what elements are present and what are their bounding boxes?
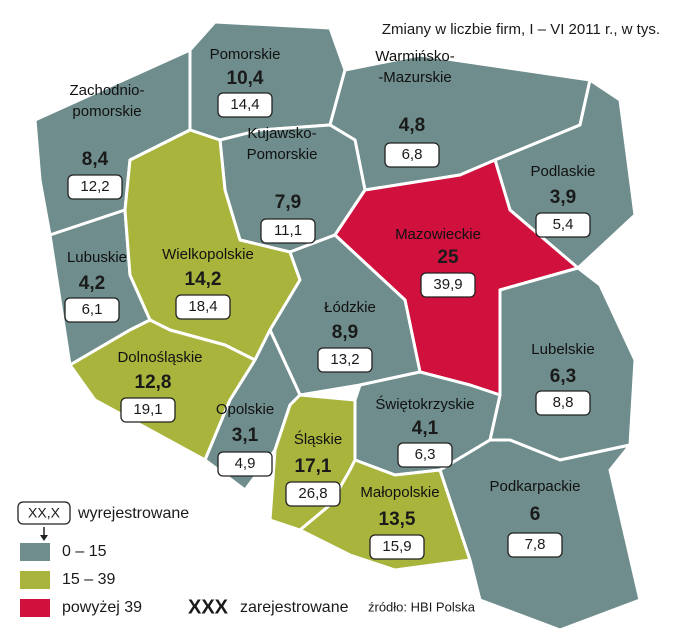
region-name: -Mazurskie [378, 69, 451, 86]
legend-arrowhead [40, 535, 48, 541]
legend-boxed-label: wyrejestrowane [77, 505, 189, 522]
registered-value: 13,5 [379, 509, 416, 530]
deregistered-value: 5,4 [553, 216, 574, 233]
registered-value: 8,4 [82, 149, 109, 170]
region-name: Pomorskie [247, 146, 318, 163]
registered-value: 6,3 [550, 366, 576, 387]
legend-bold-sample: XXX [188, 596, 229, 618]
legend-label: powyżej 39 [62, 599, 142, 616]
registered-value: 12,8 [135, 372, 172, 393]
deregistered-value: 12,2 [80, 178, 109, 195]
region-name: Świętokrzyskie [375, 395, 474, 413]
deregistered-value: 6,8 [402, 146, 423, 163]
legend-swatch [20, 543, 50, 561]
registered-value: 14,2 [185, 269, 222, 290]
region [488, 266, 637, 462]
registered-value: 10,4 [227, 68, 264, 89]
deregistered-value: 8,8 [553, 394, 574, 411]
registered-value: 3,9 [550, 187, 576, 208]
deregistered-value: 4,9 [235, 455, 256, 472]
legend-label: 15 – 39 [62, 571, 115, 588]
value-box [285, 481, 341, 507]
value-box [420, 272, 476, 298]
registered-value: 7,9 [275, 192, 301, 213]
deregistered-value: 13,2 [330, 351, 359, 368]
legend-swatch [20, 599, 50, 617]
legend-boxed-sample: XX,X [28, 505, 61, 521]
legend-label: 0 – 15 [62, 543, 107, 560]
value-box [397, 442, 453, 468]
value-box [535, 212, 591, 238]
value-box [507, 532, 563, 558]
registered-value: 4,1 [412, 418, 439, 439]
value-box [217, 92, 273, 118]
value-box [64, 297, 120, 323]
region-name: Dolnośląskie [117, 349, 202, 366]
region-name: Opolskie [216, 401, 274, 418]
value-box [175, 294, 231, 320]
deregistered-value: 11,1 [274, 222, 302, 239]
deregistered-value: 26,8 [298, 485, 327, 502]
legend-bold-label: zarejestrowane [240, 599, 349, 616]
value-box [369, 534, 425, 560]
value-box [317, 347, 373, 373]
value-box [384, 142, 440, 168]
region-name: Podlaskie [530, 163, 595, 180]
value-box [260, 218, 316, 244]
region-name: Małopolskie [360, 484, 439, 501]
source: źródło: HBI Polska [368, 599, 476, 614]
deregistered-value: 14,4 [230, 96, 259, 113]
region-name: Pomorskie [210, 46, 281, 63]
deregistered-value: 15,9 [382, 538, 411, 555]
region-name: Kujawsko- [247, 125, 316, 142]
legend-swatch [20, 571, 50, 589]
registered-value: 8,9 [332, 322, 358, 343]
deregistered-value: 39,9 [433, 276, 462, 293]
deregistered-value: 7,8 [525, 536, 546, 553]
region-name: Lubuskie [67, 249, 127, 266]
region-name: Podkarpackie [490, 478, 581, 495]
registered-value: 3,1 [232, 425, 259, 446]
region-name: Wielkopolskie [162, 246, 254, 263]
region-name: Warmińsko- [375, 48, 454, 65]
deregistered-value: 6,3 [415, 446, 436, 463]
region-name: Mazowieckie [395, 226, 481, 243]
deregistered-value: 18,4 [188, 298, 217, 315]
registered-value: 4,2 [79, 273, 105, 294]
deregistered-value: 19,1 [133, 401, 162, 418]
value-box [120, 397, 176, 423]
registered-value: 17,1 [295, 456, 332, 477]
region-name: pomorskie [72, 103, 141, 120]
region-name: Zachodnio- [69, 82, 144, 99]
registered-value: 6 [530, 504, 541, 525]
region-name: Łódzkie [324, 299, 376, 316]
value-box [535, 390, 591, 416]
region-name: Śląskie [294, 430, 342, 448]
legend-box [17, 501, 71, 525]
registered-value: 4,8 [399, 115, 425, 136]
map-title: Zmiany w liczbie firm, I – VI 2011 r., w… [382, 21, 660, 38]
region-name: Lubelskie [531, 341, 594, 358]
region [188, 20, 347, 142]
registered-value: 25 [437, 247, 459, 268]
value-box [217, 451, 273, 477]
value-box [67, 174, 123, 200]
deregistered-value: 6,1 [82, 301, 103, 318]
